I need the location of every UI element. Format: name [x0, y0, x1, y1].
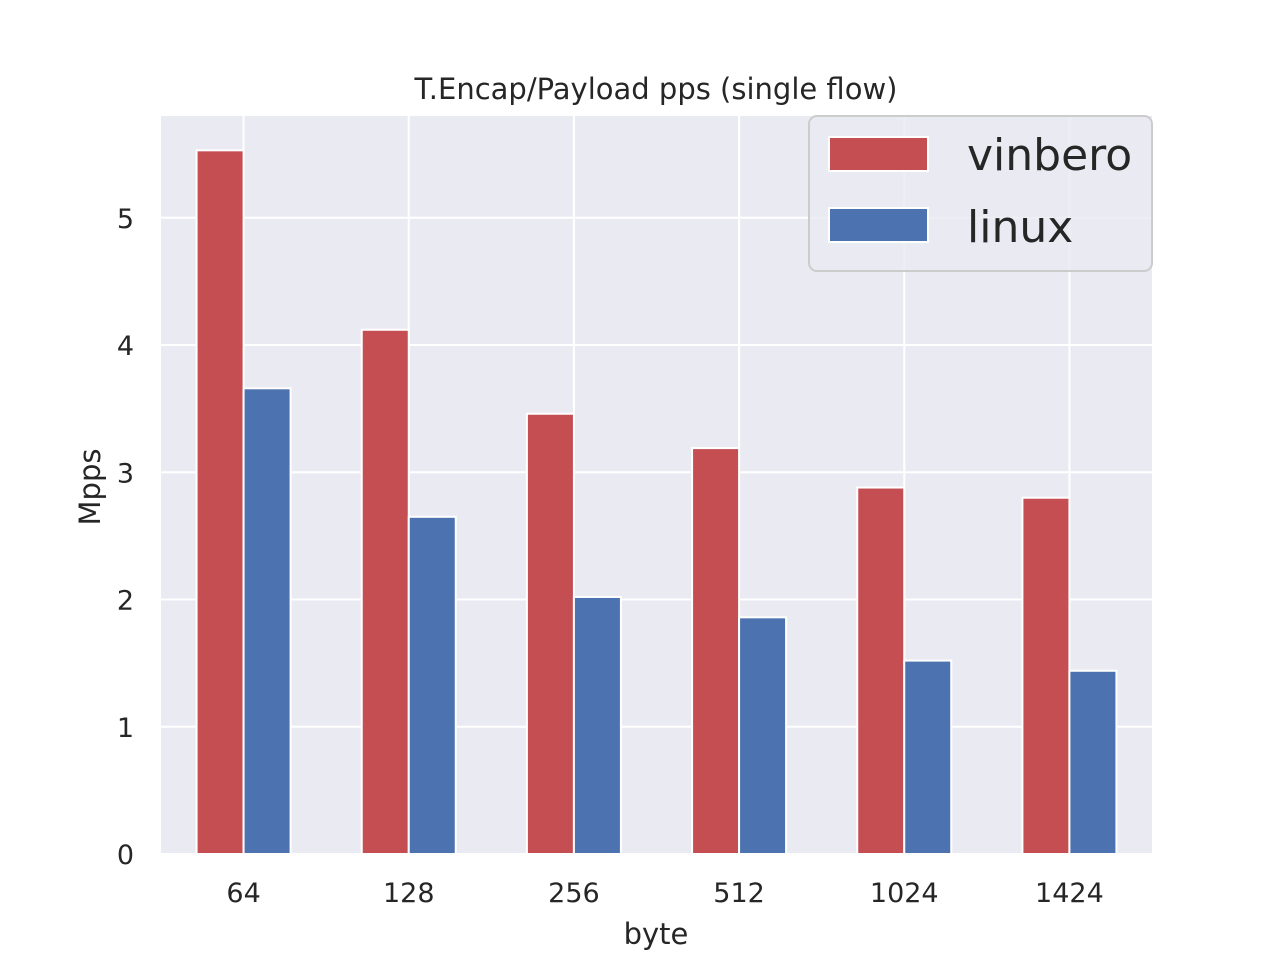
x-tick-label: 1024 — [870, 878, 939, 909]
bar-vinbero-512 — [691, 447, 741, 855]
bar-vinbero-1424 — [1021, 496, 1071, 855]
x-tick-label: 256 — [548, 878, 600, 909]
legend: vinbero linux — [808, 115, 1153, 272]
bar-linux-256 — [572, 595, 622, 855]
bar-vinbero-1024 — [856, 486, 906, 855]
bar-vinbero-64 — [195, 149, 245, 856]
bar-linux-1424 — [1068, 669, 1118, 855]
x-tick-label: 1424 — [1035, 878, 1104, 909]
chart-title: T.Encap/Payload pps (single flow) — [414, 72, 898, 106]
bar-linux-64 — [242, 387, 292, 855]
bar-linux-1024 — [903, 659, 953, 855]
y-tick-label: 4 — [117, 331, 134, 362]
y-tick-label: 5 — [117, 204, 134, 235]
y-tick-label: 1 — [117, 713, 134, 744]
bars — [195, 149, 1118, 856]
y-tick-label: 0 — [117, 840, 134, 871]
y-tick-label: 3 — [117, 458, 134, 489]
bar-vinbero-256 — [525, 412, 575, 855]
bar-vinbero-128 — [360, 328, 410, 855]
y-axis-label: Mpps — [73, 449, 107, 526]
legend-swatch-vinbero — [828, 136, 929, 172]
bar-linux-128 — [407, 515, 457, 856]
x-axis-label: byte — [624, 917, 689, 951]
legend-swatch-linux — [828, 207, 929, 243]
x-tick-label: 512 — [713, 878, 765, 909]
y-axis-ticks: 0 1 2 3 4 5 — [117, 204, 134, 871]
legend-label-vinbero: vinbero — [967, 130, 1132, 181]
bar-linux-512 — [738, 616, 788, 856]
x-tick-label: 128 — [383, 878, 435, 909]
x-axis-ticks: 64 128 256 512 1024 1424 — [226, 878, 1103, 909]
y-tick-label: 2 — [117, 586, 134, 617]
legend-label-linux: linux — [967, 202, 1073, 253]
x-tick-label: 64 — [226, 878, 260, 909]
